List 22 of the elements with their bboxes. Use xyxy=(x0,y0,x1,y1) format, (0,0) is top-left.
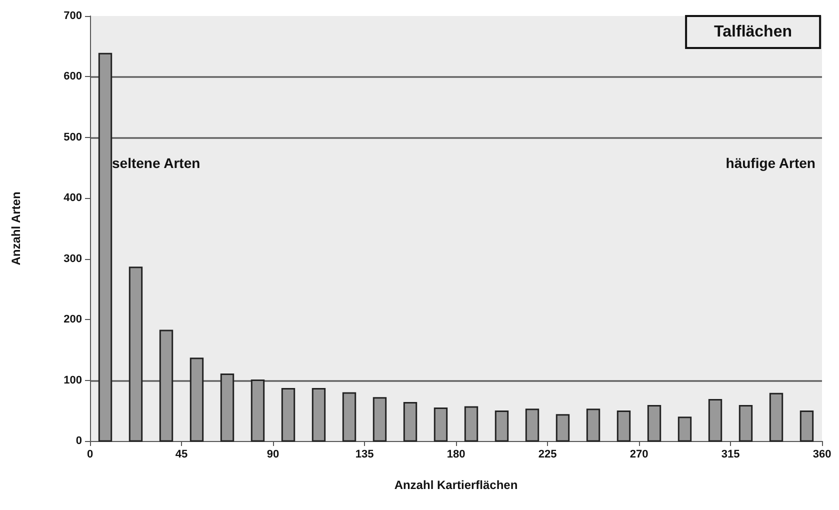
x-tick-label: 270 xyxy=(630,448,648,460)
y-axis-title: Anzahl Arten xyxy=(9,192,23,266)
x-tick-label: 315 xyxy=(721,448,740,460)
x-tick-label: 0 xyxy=(86,448,94,460)
x-tick-label: 135 xyxy=(355,448,374,460)
x-tick-label: 360 xyxy=(812,448,832,460)
x-tick-label: 180 xyxy=(446,448,466,460)
chart-title: Talflächen xyxy=(714,24,792,40)
x-tick-label: 225 xyxy=(538,448,557,460)
y-tick-label: 600 xyxy=(64,70,82,83)
y-tick-label: 300 xyxy=(64,252,82,265)
y-tick-label: 400 xyxy=(64,192,82,204)
y-tick-label: 500 xyxy=(64,131,82,144)
x-tick-label: 45 xyxy=(175,448,188,460)
x-axis-title: Anzahl Kartierflächen xyxy=(394,478,518,492)
y-tick-label: 200 xyxy=(64,314,82,326)
annotation: seltene Arten xyxy=(112,155,200,171)
y-tick-label: 700 xyxy=(64,10,82,22)
y-tick-label: 100 xyxy=(64,374,82,386)
annotation: häufige Arten xyxy=(726,155,816,171)
x-tick-label: 90 xyxy=(266,448,280,460)
y-tick-label: 0 xyxy=(76,435,82,447)
